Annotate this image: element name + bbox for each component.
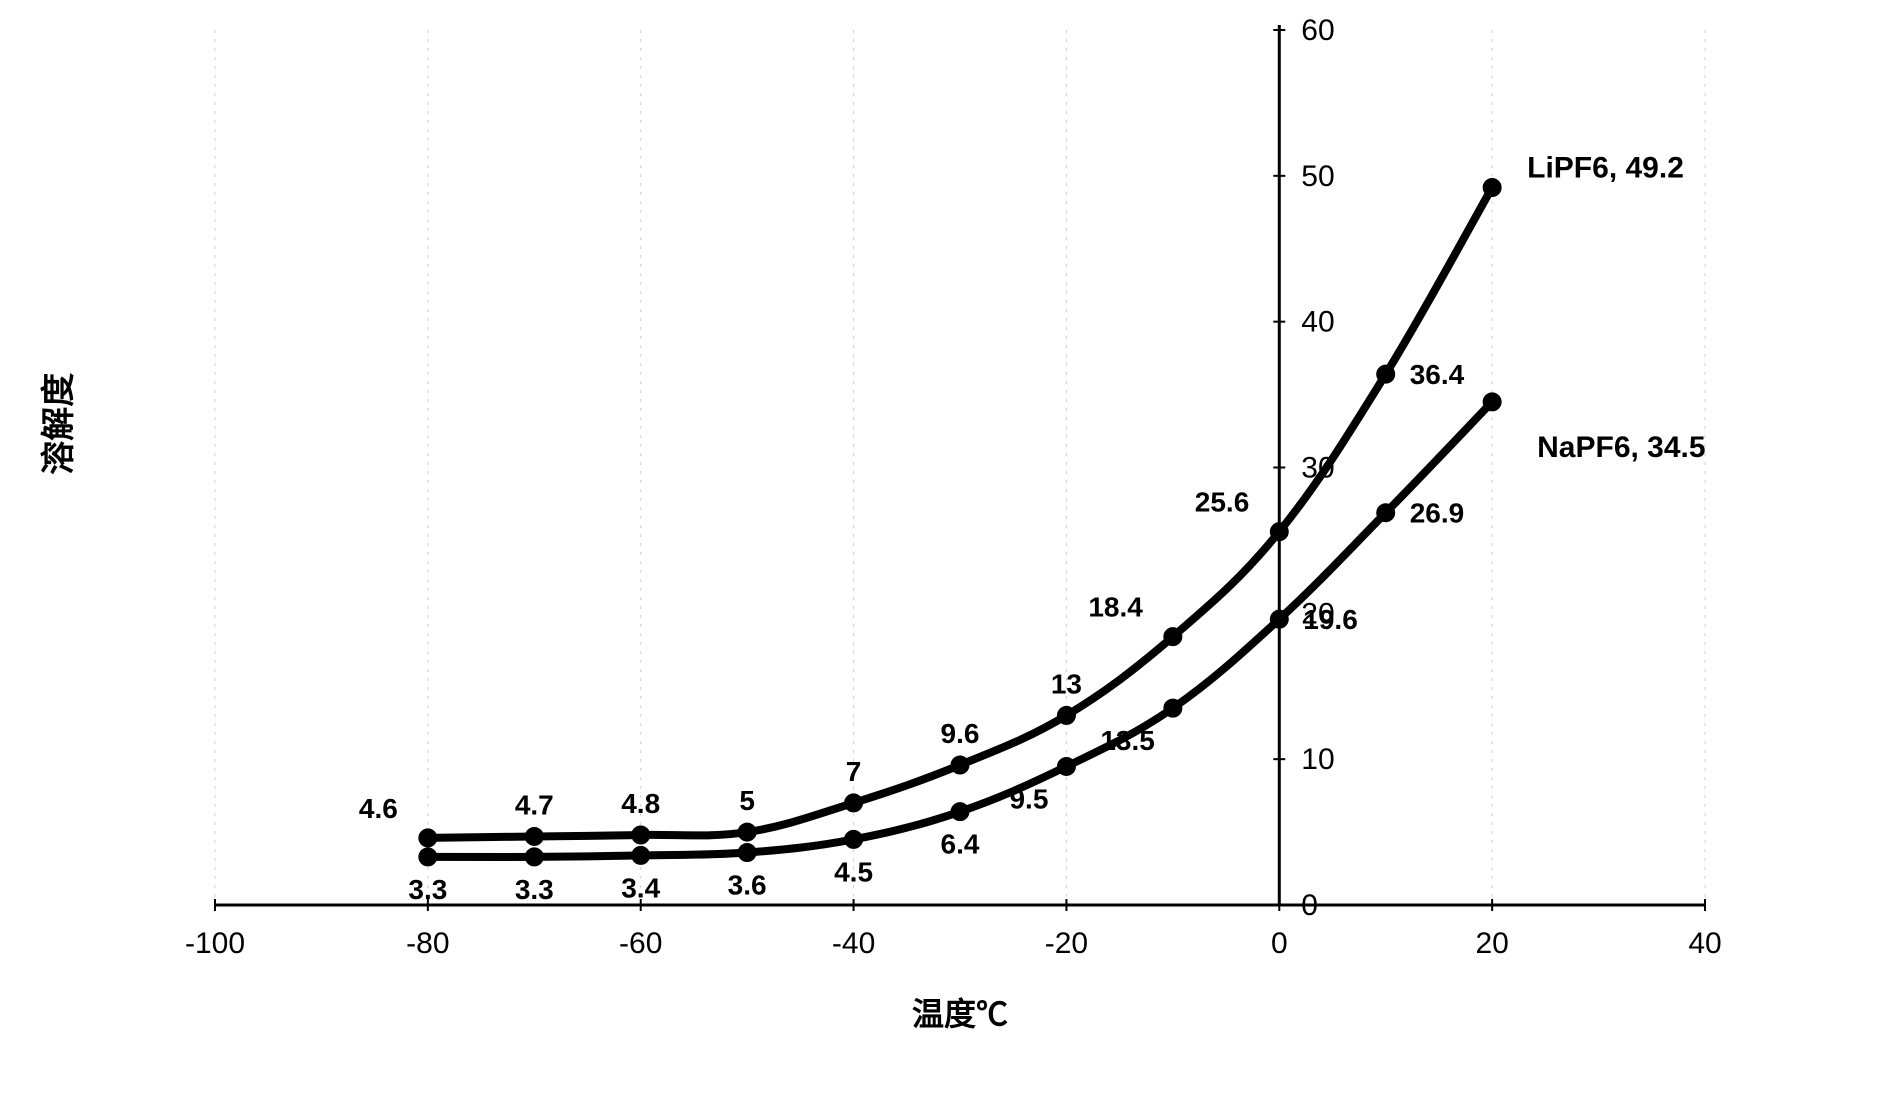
solubility-chart: 4.6 4.7 4.8 5 7 9.6 13 18.4 25.6 36.4 LiPF6, 49.2 3… [0,0,1891,1106]
data-label: 4.5 [834,856,873,887]
series-end-label-NaPF6: NaPF6, 34.5 [1537,431,1705,464]
data-label: 13 [1051,668,1082,699]
series-marker-NaPF6 [1483,393,1501,411]
data-label: 9.5 [1009,783,1048,814]
series-marker-NaPF6 [1270,610,1288,628]
data-label: 4.6 [359,793,398,824]
x-tick-label: -60 [619,927,662,960]
series-marker-NaPF6 [1377,504,1395,522]
series-marker-NaPF6 [632,846,650,864]
series-marker-LiPF6 [951,756,969,774]
x-tick-label: -80 [406,927,449,960]
data-label: 6.4 [941,829,980,860]
data-label: 3.3 [408,874,447,905]
series-marker-LiPF6 [738,823,756,841]
data-label: 9.6 [941,718,980,749]
series-marker-LiPF6 [1483,179,1501,197]
x-tick-label: 40 [1688,927,1721,960]
x-tick-label: -20 [1045,927,1088,960]
series-marker-LiPF6 [1270,523,1288,541]
x-tick-label: 0 [1271,927,1288,960]
data-label: 3.6 [728,870,767,901]
y-tick-label: 40 [1301,306,1334,339]
series-marker-NaPF6 [1164,699,1182,717]
y-tick-label: 0 [1301,889,1318,922]
x-tick-label: -40 [832,927,875,960]
y-tick-label: 20 [1301,597,1334,630]
y-axis-title: 溶解度 [40,373,78,475]
series-marker-LiPF6 [1057,706,1075,724]
series-marker-LiPF6 [1164,628,1182,646]
y-tick-label: 60 [1301,14,1334,47]
series-marker-LiPF6 [525,827,543,845]
data-label: 7 [846,756,862,787]
series-marker-NaPF6 [525,848,543,866]
data-label: 4.7 [515,789,554,820]
series-marker-NaPF6 [1057,757,1075,775]
series-marker-LiPF6 [419,829,437,847]
y-tick-label: 50 [1301,160,1334,193]
series-marker-LiPF6 [845,794,863,812]
series-marker-NaPF6 [951,803,969,821]
data-label: 3.4 [621,872,660,903]
data-label: 3.3 [515,874,554,905]
data-label: 26.9 [1410,498,1465,529]
data-label: 13.5 [1100,725,1155,756]
x-tick-label: -100 [185,927,245,960]
series-marker-LiPF6 [632,826,650,844]
y-tick-label: 10 [1301,743,1334,776]
data-label: 5 [739,785,755,816]
series-marker-NaPF6 [845,830,863,848]
data-label: 25.6 [1195,487,1250,518]
y-tick-label: 30 [1301,452,1334,485]
series-end-label-LiPF6: LiPF6, 49.2 [1527,152,1684,185]
data-label: 36.4 [1410,359,1465,390]
data-label: 18.4 [1088,592,1143,623]
series-marker-NaPF6 [738,844,756,862]
series-marker-NaPF6 [419,848,437,866]
data-label: 4.8 [621,788,660,819]
x-tick-label: 20 [1475,927,1508,960]
x-axis-title: 温度℃ [912,996,1008,1032]
series-marker-LiPF6 [1377,365,1395,383]
